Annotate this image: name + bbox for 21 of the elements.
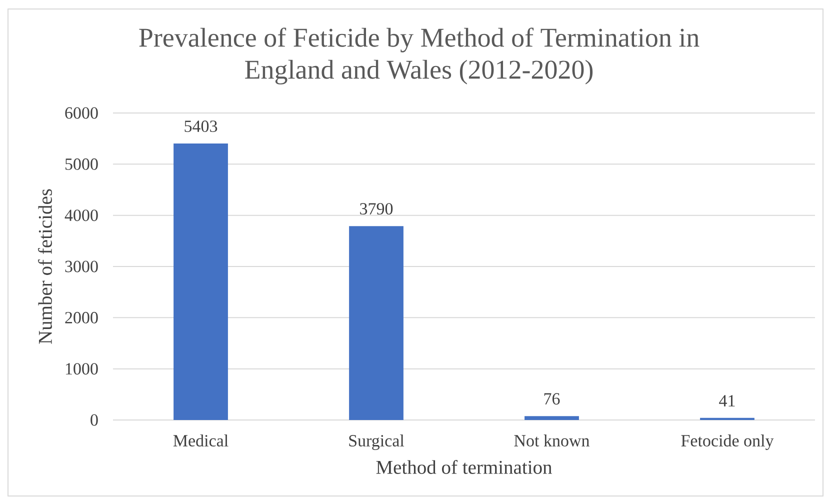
y-tick-label: 5000 — [65, 158, 98, 170]
y-tick-label: 3000 — [65, 260, 98, 272]
y-tick-label: 6000 — [65, 107, 98, 119]
y-tick-label: 4000 — [64, 210, 98, 222]
bar — [174, 144, 228, 420]
chart-title: Prevalence of Feticide by Method of Termination in England and Wales (2012-2020) — [139, 28, 700, 84]
y-tick-label: 2000 — [65, 312, 98, 324]
data-label: 5403 — [184, 120, 218, 132]
x-axis-title: Method of termination — [376, 460, 552, 474]
x-tick-label: Surgical — [349, 434, 404, 450]
x-tick-label: Fetocide only — [681, 434, 774, 450]
y-tick-label: 0 — [90, 414, 98, 426]
bar — [524, 416, 579, 420]
data-label: 76 — [544, 393, 560, 405]
y-tick-label: 1000 — [66, 363, 98, 375]
x-tick-label: Medical — [173, 434, 228, 446]
x-tick-label: Not known — [514, 434, 590, 446]
bar — [349, 226, 404, 420]
y-axis-title: Number of feticides — [38, 189, 52, 344]
data-label: 3790 — [360, 203, 393, 215]
data-label: 41 — [719, 395, 735, 406]
